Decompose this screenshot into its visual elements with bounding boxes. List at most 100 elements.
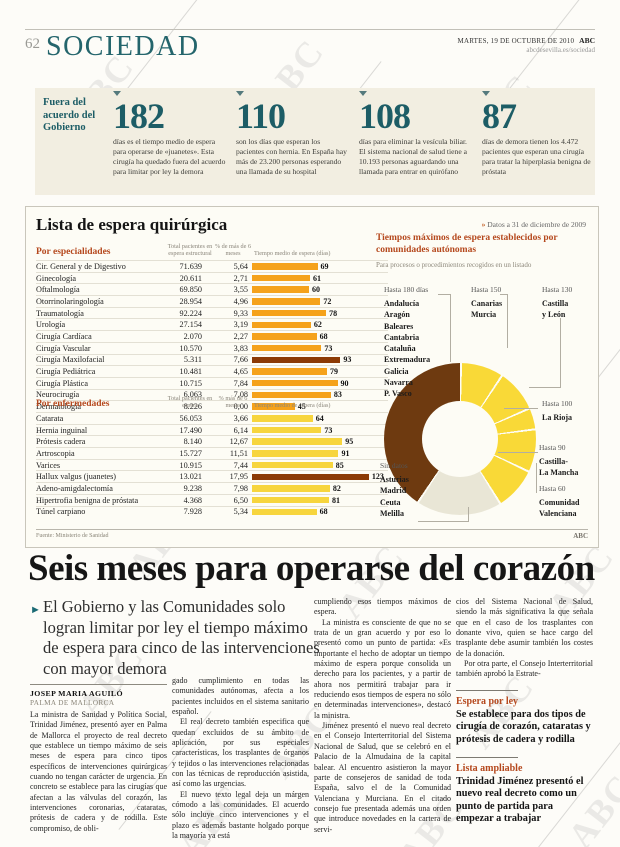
infographic-box: Lista de espera quirúrgica » Datos a 31 …: [25, 206, 599, 548]
days-bar: [252, 274, 310, 282]
row-patients: 8.226: [183, 402, 202, 412]
table-row: Cir. General y de Digestivo 71.639 5,64 69: [36, 260, 388, 272]
table-row: Ginecología 20.611 2,71 61: [36, 271, 388, 284]
column-header-pct: % más de 6 meses: [218, 395, 248, 409]
row-name: Dermatología: [36, 402, 82, 412]
row-pct: 6,14: [233, 425, 248, 435]
row-name: Hernia inguinal: [36, 425, 88, 435]
body-paragraph: Por otra parte, el Consejo Interterritor…: [456, 659, 593, 679]
donut-group: Hasta 150 Canarias Murcia: [471, 285, 502, 321]
days-value: 91: [341, 448, 350, 458]
days-value: 68: [319, 331, 328, 341]
row-bar-cell: 60: [252, 285, 388, 294]
stats-strip: Fuera del acuerdo del Gobierno 182 días e…: [35, 88, 595, 195]
row-patients: 56.053: [179, 413, 202, 423]
triangle-marker-icon: [236, 91, 244, 96]
stat-text: días para eliminar la vesícula biliar. E…: [359, 137, 467, 176]
column-header-patients: Total pacientes en espera estructural: [167, 243, 213, 257]
connector-line: [500, 294, 508, 295]
table-row: Traumatología 92.224 9,33 78: [36, 306, 388, 319]
row-pct: 3,66: [233, 413, 248, 423]
standfirst-text: El Gobierno y las Comunidades solo logra…: [43, 597, 320, 678]
article-column-1: La ministra de Sanidad y Política Social…: [30, 710, 167, 847]
row-patients: 10.915: [179, 460, 202, 470]
row-bar-cell: 73: [252, 344, 388, 353]
body-paragraph: cumpliendo esos tiempos máximos de esper…: [314, 597, 451, 617]
row-pct: 7,84: [233, 378, 248, 388]
row-name: Adeno-amigdalectomía: [36, 483, 113, 493]
connector-line: [560, 318, 561, 388]
donut-region-name: Cantabria: [384, 332, 420, 342]
row-patients: 7.928: [183, 507, 202, 517]
stat-number: 87: [482, 96, 517, 136]
connector-line: [450, 294, 451, 362]
stat-item: 182 días es el tiempo medio de espera par…: [113, 88, 227, 177]
stat-item: 110 son los días que esperan los paciente…: [236, 88, 350, 177]
row-bar-cell: 68: [252, 332, 388, 341]
byline-block: JOSEP MARIA AGUILÓ PALMA DE MALLORCA: [30, 684, 167, 707]
row-pct: 9,33: [233, 308, 248, 318]
table-row: Cirugía Maxilofacial 5.311 7,66 93: [36, 353, 388, 366]
article-column-3: cumpliendo esos tiempos máximos de esper…: [314, 597, 451, 847]
donut-group-label: Hasta 60: [539, 484, 566, 493]
triangle-marker-icon: [113, 91, 121, 96]
donut-region-name: Canarias: [471, 299, 503, 308]
days-bar: [252, 438, 343, 445]
row-bar-cell: 83: [252, 390, 388, 399]
donut-region-name: Extremadura: [384, 355, 431, 365]
days-bar: [252, 485, 330, 492]
row-patients: 20.611: [179, 273, 202, 283]
stat-number: 110: [236, 96, 286, 136]
row-bar-cell: 78: [252, 309, 388, 318]
row-pct: 4,65: [233, 367, 248, 377]
row-pct: 2,27: [233, 331, 248, 341]
connector-line: [507, 294, 508, 348]
row-pct: 17,95: [229, 472, 248, 482]
row-bar-cell: 79: [252, 367, 388, 376]
row-patients: 27.154: [179, 320, 202, 330]
days-bar: [252, 344, 322, 352]
days-value: 73: [324, 343, 333, 353]
days-bar: [252, 356, 341, 364]
table-header-row: Por especialidades Total pacientes en esp…: [36, 243, 388, 260]
donut-region-name: Valenciana: [539, 509, 577, 519]
stat-number: 108: [359, 96, 411, 136]
body-paragraph: El nuevo texto legal deja un márgen cómo…: [172, 789, 309, 841]
donut-group: Hasta 100 La Rioja: [542, 399, 572, 423]
brand-abc: ABC: [579, 36, 595, 45]
table-row: Cirugía Vascular 10.570 3,83 73: [36, 341, 388, 354]
donut-region-name: Madrid: [380, 486, 407, 496]
days-value: 95: [345, 437, 354, 447]
donut-region-name: y León: [542, 310, 566, 320]
donut-group-label: Hasta 130: [542, 285, 573, 294]
row-name: Cirugía Plástica: [36, 378, 89, 388]
row-name: Urología: [36, 320, 66, 330]
body-paragraph: La ministra es consciente de que no se t…: [314, 617, 451, 720]
sidebar-divider: [456, 689, 518, 691]
row-bar-cell: 61: [252, 274, 388, 283]
table-row: Adeno-amigdalectomía 9.238 7,98 82: [36, 482, 388, 494]
days-bar: [252, 321, 311, 329]
row-name: Cirugía Vascular: [36, 343, 91, 353]
days-value: 62: [313, 320, 322, 330]
donut-region-name: P. Vasco: [384, 389, 412, 399]
diseases-table: Por enfermedades Total pacientes en esper…: [36, 395, 388, 517]
row-bar-cell: 62: [252, 320, 388, 329]
row-bar-cell: 91: [252, 449, 388, 458]
table-row: Cirugía Plástica 10.715 7,84 90: [36, 376, 388, 389]
stat-text: son los días que esperan los pacientes c…: [236, 137, 347, 176]
donut-region-name: Comunidad: [539, 498, 580, 507]
row-pct: 5,34: [233, 507, 248, 517]
row-patients: 13.021: [179, 472, 202, 482]
donut-region-name: Galicia: [384, 366, 409, 376]
days-value: 69: [320, 261, 329, 271]
row-pct: 5,64: [233, 261, 248, 271]
donut-group-label: Hasta 150: [471, 285, 502, 294]
days-value: 83: [333, 390, 342, 400]
row-pct: 4,96: [233, 296, 248, 306]
days-value: 85: [335, 460, 344, 470]
source-note: Fuente: Ministerio de Sanidad: [36, 533, 109, 539]
row-patients: 8.140: [183, 437, 202, 447]
row-pct: 2,71: [233, 273, 248, 283]
